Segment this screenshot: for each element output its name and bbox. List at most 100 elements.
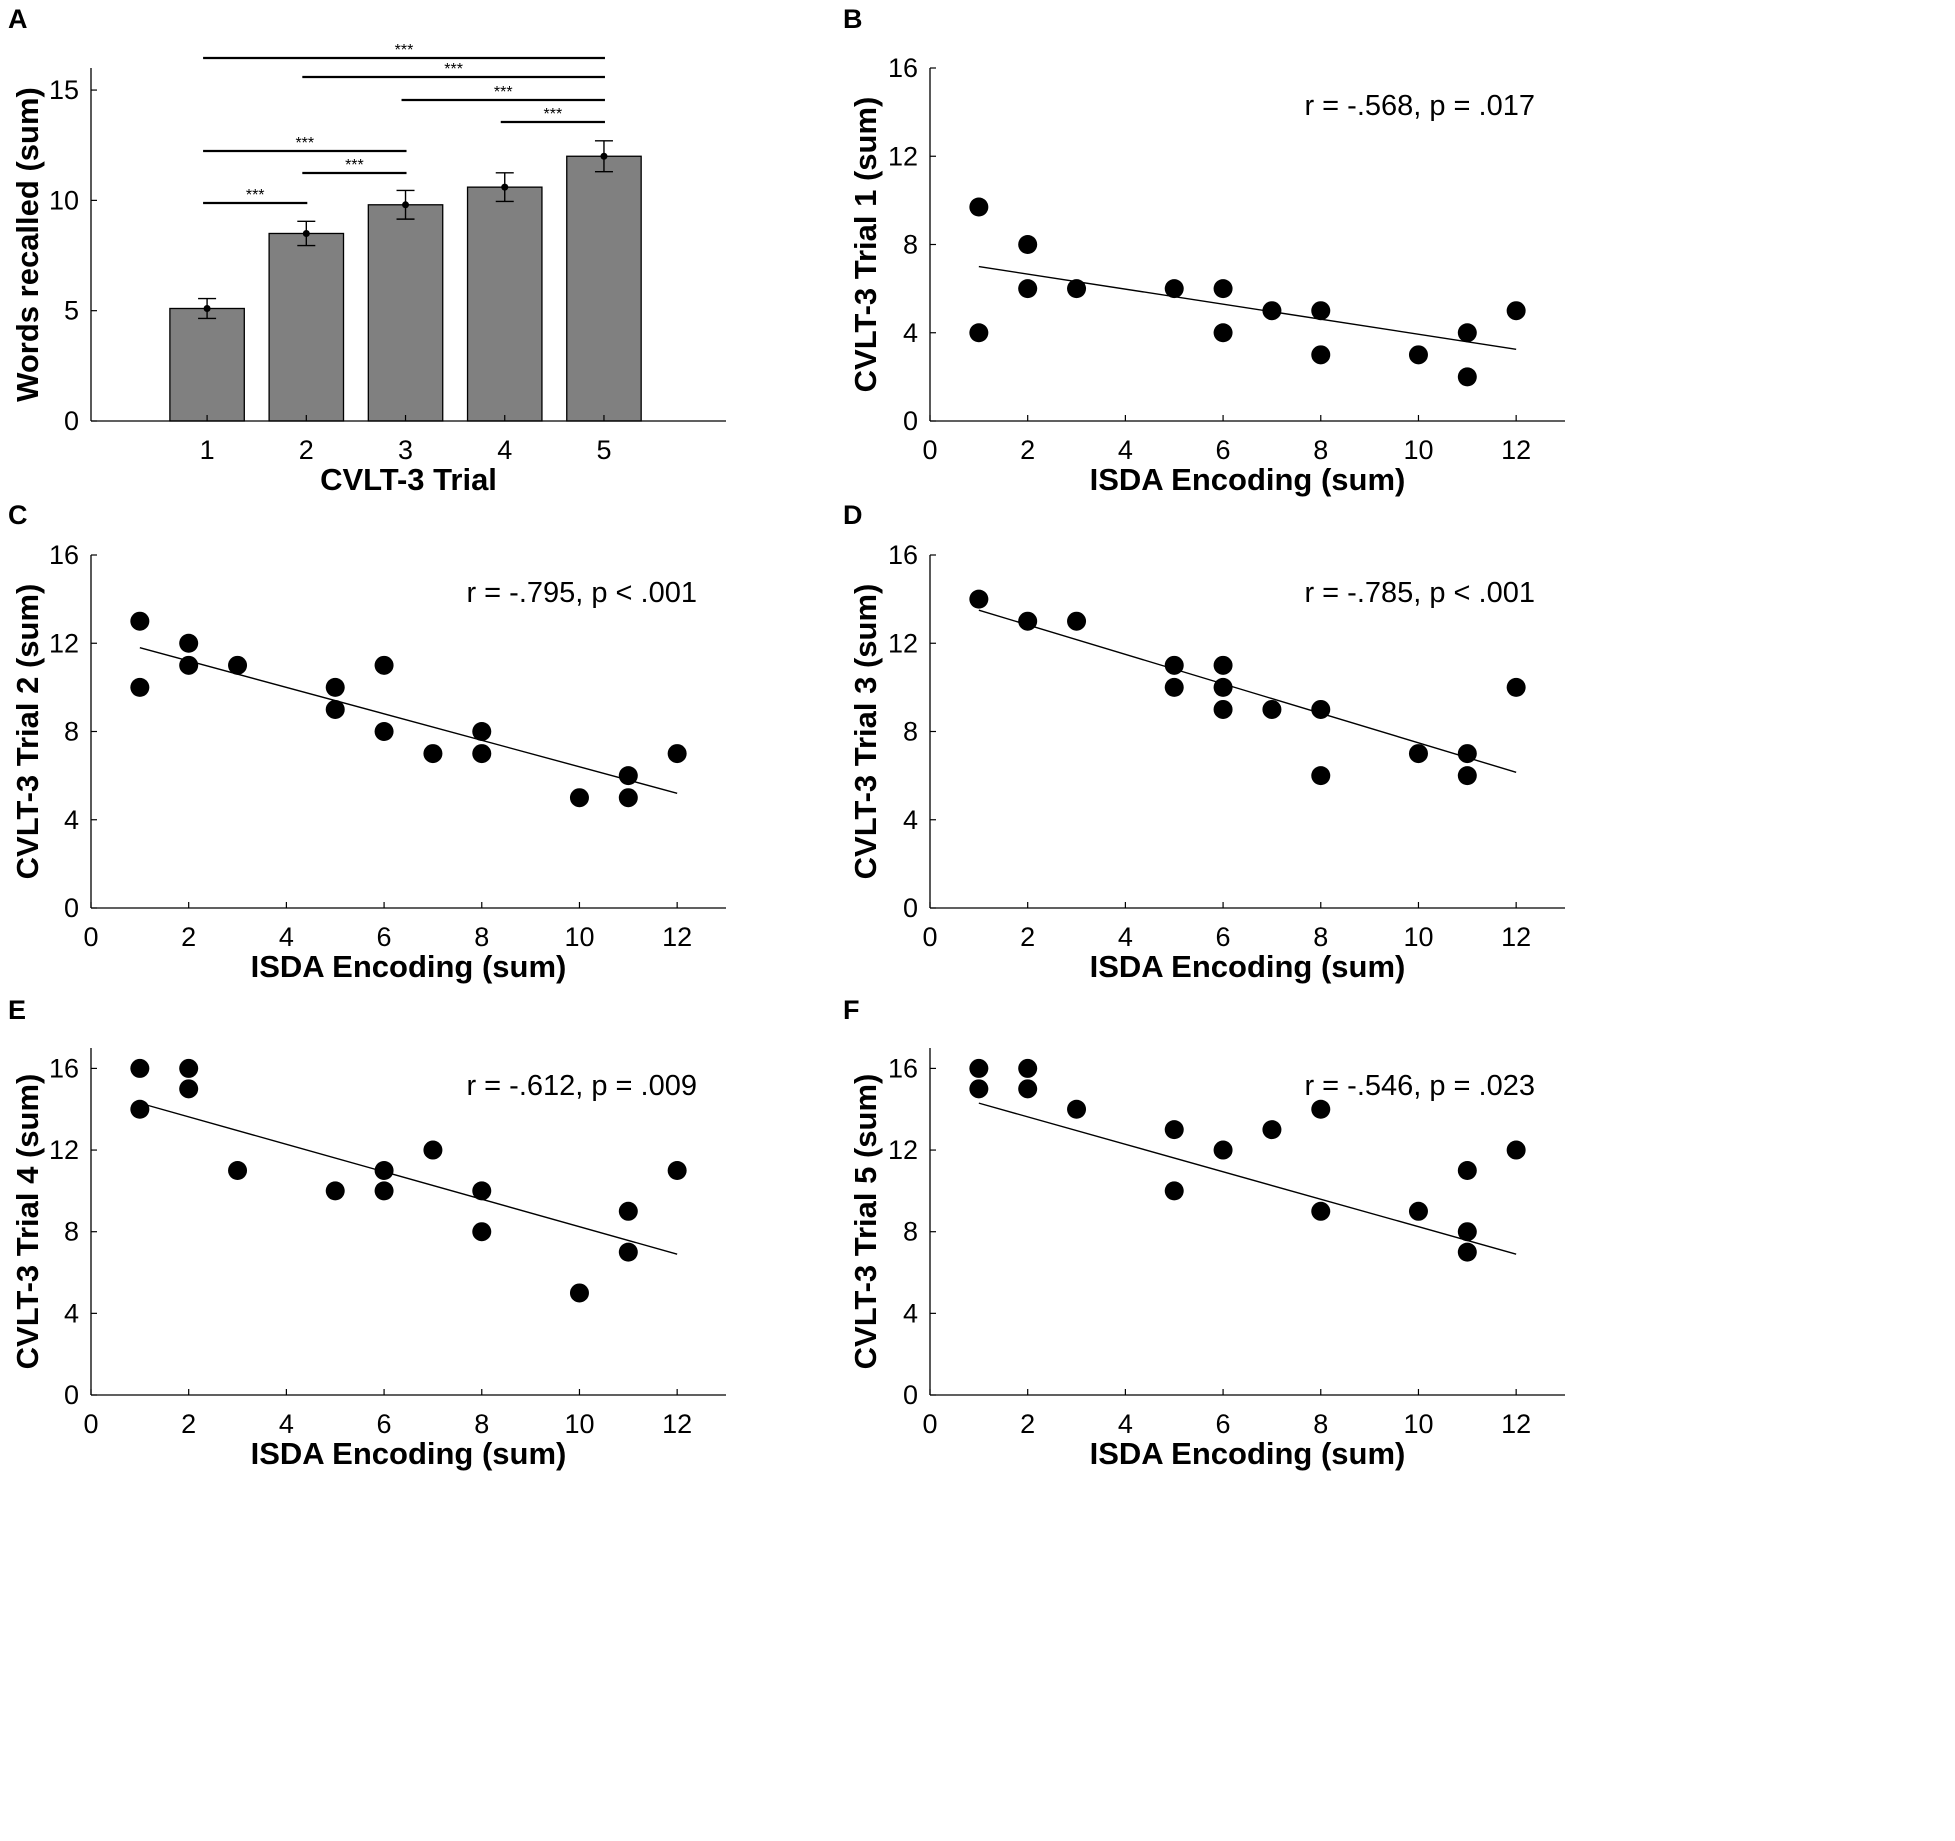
y-tick-label: 4 [903,805,918,835]
scatter-point [969,589,989,609]
scatter-point [228,655,248,675]
x-tick-label: 6 [1216,922,1231,952]
scatter-point [130,611,150,631]
scatter-point [618,1201,638,1221]
scatter-point [1457,744,1477,764]
scatter-point [1018,235,1038,254]
regression-line [978,265,1517,350]
scatter-point [472,1222,492,1242]
scatter-point [1311,699,1331,719]
scatter-point [1408,1201,1428,1221]
significance-label: *** [246,187,265,204]
correlation-annotation: r = -.568, p = .017 [1304,90,1535,122]
bar [466,186,543,422]
x-axis-title: ISDA Encoding (sum) [251,949,567,984]
x-tick-label: 4 [1118,435,1133,465]
y-tick-label: 0 [64,1380,79,1410]
scatter-point [1457,1242,1477,1262]
x-axis-title: ISDA Encoding (sum) [1090,949,1406,984]
x-tick-label: 6 [377,1409,392,1439]
scatter-point [618,788,638,808]
scatter-point [569,788,589,808]
scatter-point [1311,301,1331,321]
panel-f: F 0 2 4 6 8 10 12 0 4 8 12 16 r = -.546, p = .023 ISDA… [843,995,1565,1471]
scatter-point [1506,1140,1526,1160]
y-tick-label: 12 [888,628,918,658]
x-tick-label: 3 [398,435,413,465]
scatter-point [667,1160,687,1180]
x-tick-label: 2 [181,1409,196,1439]
scatter-point [130,677,150,697]
scatter-point [969,197,989,217]
scatter-point [1311,1099,1331,1119]
y-axis-title: CVLT-3 Trial 5 (sum) [848,1074,883,1370]
scatter-point [1213,699,1233,719]
scatter-point [1213,655,1233,675]
scatter-point [1213,677,1233,697]
scatter-point [1311,766,1331,786]
scatter-point [130,1099,150,1119]
x-tick-label: 4 [1118,1409,1133,1439]
x-tick-label: 0 [922,1409,937,1439]
scatter-point [1067,1099,1087,1119]
scatter-point [374,1160,394,1180]
regression-line [978,1102,1517,1255]
panel-letter: D [843,500,863,530]
scatter-point [325,1181,345,1201]
scatter-point [618,766,638,786]
scatter-point [1262,301,1282,321]
scatter-point [1018,1058,1038,1078]
x-tick-label: 4 [1118,922,1133,952]
mean-dot [600,152,608,160]
significance-label: *** [494,84,513,101]
scatter-point [423,1140,443,1160]
scatter-point [130,1058,150,1078]
x-tick-label: 2 [181,922,196,952]
scatter-point [228,1160,248,1180]
y-axis-title: CVLT-3 Trial 4 (sum) [10,1074,45,1370]
y-tick-label: 4 [903,1298,918,1328]
scatter-point [1164,655,1184,675]
x-tick-label: 12 [1501,1409,1531,1439]
mean-dot [402,201,410,209]
bar [268,232,345,422]
scatter-point [1408,744,1428,764]
x-axis-title: CVLT-3 Trial [320,462,497,497]
panel-letter: B [843,4,863,34]
scatter-point [1311,345,1331,365]
panel-letter: A [8,4,28,34]
x-tick-label: 10 [564,922,594,952]
scatter-point [374,655,394,675]
scatter-point [1213,1140,1233,1160]
scatter-point [667,744,687,764]
x-tick-label: 2 [1020,1409,1035,1439]
panel-c: C 0 2 4 6 8 10 12 0 4 8 12 16 r = -.795, p < .001 ISDA… [8,500,726,984]
significance-label: *** [444,61,463,78]
scatter-point [325,699,345,719]
scatter-point [969,323,989,343]
scatter-point [1164,1181,1184,1201]
x-tick-label: 0 [922,922,937,952]
scatter-point [1457,1160,1477,1180]
y-axis-title: CVLT-3 Trial 1 (sum) [848,97,883,393]
bar [169,307,245,422]
x-tick-label: 4 [279,922,294,952]
scatter-point [179,1079,199,1099]
x-tick-label: 2 [299,435,314,465]
scatter-point [969,1058,989,1078]
scatter-point [179,1058,199,1078]
x-tick-label: 8 [474,1409,489,1439]
x-tick-label: 6 [1216,1409,1231,1439]
regression-line [139,646,678,794]
scatter-point [1164,279,1184,299]
scatter-point [1262,1120,1282,1140]
scatter-point [1457,323,1477,343]
scatter-point [374,1181,394,1201]
x-tick-label: 12 [662,922,692,952]
panel-d: D 0 2 4 6 8 10 12 0 4 8 12 16 r = -.785, p < .001 ISDA… [843,500,1565,984]
significance-label: *** [345,157,364,174]
y-tick-label: 4 [64,1298,79,1328]
scatter-point [1164,1120,1184,1140]
